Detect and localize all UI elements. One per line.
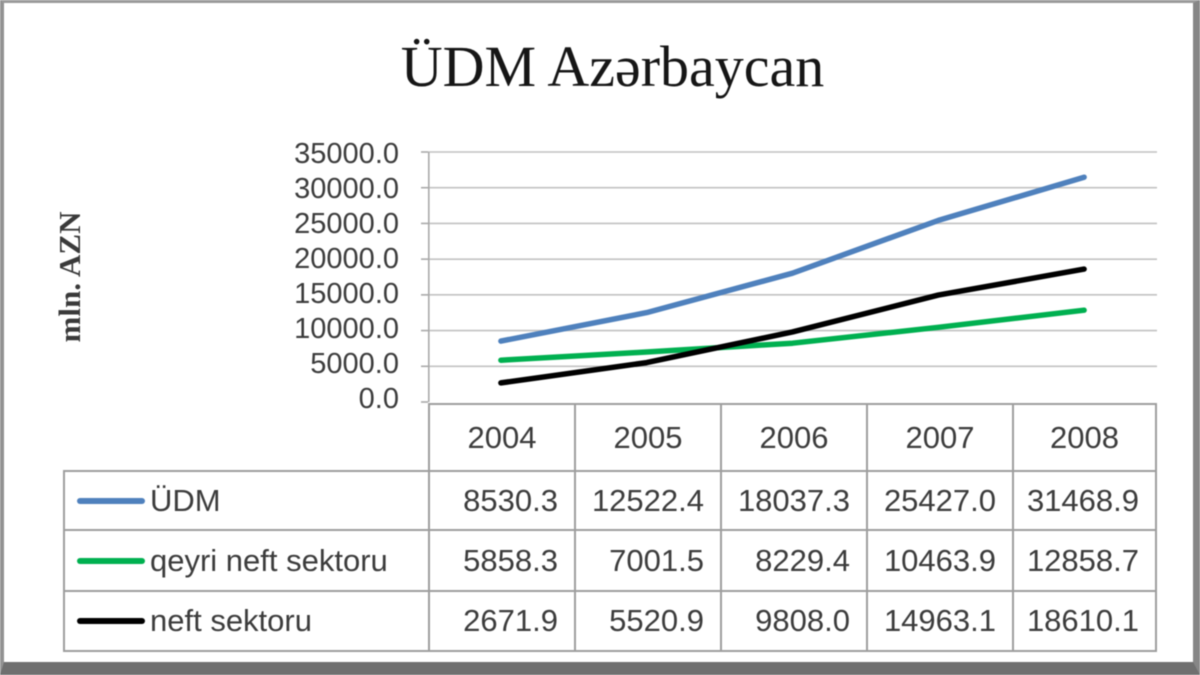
legend-line-swatch [77,557,145,564]
value-cell: 5858.3 [428,529,574,590]
legend-line-swatch [77,618,145,624]
value-cell: 8229.4 [720,529,866,590]
y-tick-label: 30000.0 [294,173,399,205]
series-line-neft-sektoru [498,266,1087,386]
legend-cell: qeyri neft sektoru [63,529,428,590]
value-cell: 25427.0 [866,470,1012,529]
year-header-cell: 2004 [428,403,574,470]
value-cell: 31468.9 [1012,470,1157,529]
year-header-cell: 2008 [1012,403,1157,470]
legend-label: ÜDM [150,482,221,518]
series-line-üdm [498,174,1087,344]
value-cell: 7001.5 [574,529,720,590]
data-table: 2004 2005 2006 2007 2008 ÜDM 8530.3 12522.4 180… [63,403,1157,652]
y-tick-label: 35000.0 [294,138,399,170]
y-tick-label: 10000.0 [294,313,399,345]
series-line-qeyri-neft-sektoru [498,307,1087,363]
value-cell: 12858.7 [1012,529,1157,590]
table-corner-spacer [63,403,428,470]
y-tick-label: 0.0 [358,383,399,415]
value-cell: 14963.1 [866,590,1012,652]
y-tick-label: 25000.0 [294,208,399,240]
y-tick-label: 20000.0 [294,243,399,275]
legend-label: qeyri neft sektoru [150,542,388,578]
year-header-cell: 2006 [720,403,866,470]
value-cell: 18037.3 [720,470,866,529]
y-axis-title-text: mln. AZN [52,211,87,343]
value-cell: 9808.0 [720,590,866,652]
y-axis-ticks: 35000.0 30000.0 25000.0 20000.0 15000.0 10000… [255,137,399,417]
value-cell: 12522.4 [574,470,720,529]
y-tick-label: 5000.0 [310,348,399,380]
legend-line-swatch [77,497,145,504]
year-header-cell: 2007 [866,403,1012,470]
legend-label: neft sektoru [150,603,312,638]
value-cell: 8530.3 [428,470,574,529]
y-tick-label: 15000.0 [294,278,399,310]
plot-area [421,151,1157,403]
year-header-cell: 2005 [574,403,720,470]
chart-title: ÜDM Azərbaycan [400,34,825,99]
table-header-row: 2004 2005 2006 2007 2008 [63,403,1157,470]
value-cell: 18610.1 [1012,590,1157,652]
table-row: qeyri neft sektoru 5858.3 7001.5 8229.4 1046… [63,529,1157,590]
plot-svg [421,151,1157,403]
value-cell: 2671.9 [428,590,574,652]
table-row: ÜDM 8530.3 12522.4 18037.3 25427.0 31468.9 [63,470,1157,529]
table-row: neft sektoru 2671.9 5520.9 9808.0 14963.1 186… [63,590,1157,652]
value-cell: 10463.9 [866,529,1012,590]
legend-cell: ÜDM [63,470,428,529]
data-table-body: ÜDM 8530.3 12522.4 18037.3 25427.0 31468.9 qey… [63,470,1157,652]
value-cell: 5520.9 [574,590,720,652]
legend-cell: neft sektoru [63,590,428,652]
